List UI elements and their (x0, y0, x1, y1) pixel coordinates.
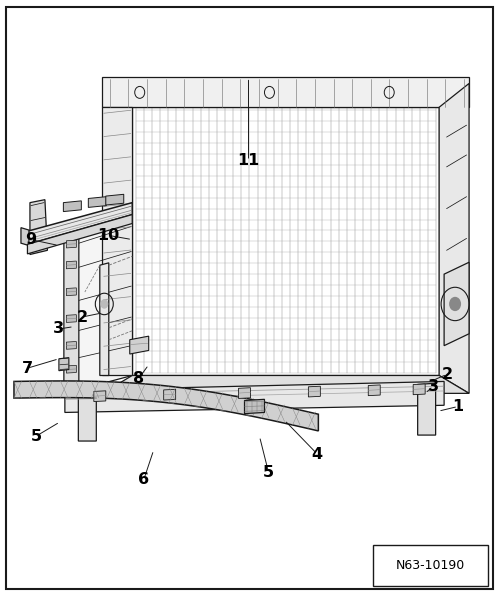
Polygon shape (78, 392, 96, 441)
Text: N63-10190: N63-10190 (396, 559, 465, 572)
Polygon shape (27, 215, 132, 254)
Polygon shape (102, 107, 132, 375)
Polygon shape (66, 315, 76, 322)
Text: 6: 6 (138, 472, 149, 488)
Polygon shape (65, 206, 132, 393)
Polygon shape (66, 240, 76, 248)
Polygon shape (100, 263, 109, 375)
Text: 5: 5 (263, 464, 274, 480)
Polygon shape (239, 388, 250, 399)
Polygon shape (164, 389, 176, 400)
Text: 3: 3 (428, 378, 439, 394)
FancyBboxPatch shape (373, 545, 488, 586)
Polygon shape (66, 342, 76, 349)
Text: 11: 11 (238, 153, 259, 169)
Polygon shape (27, 203, 132, 244)
Text: 7: 7 (21, 361, 32, 376)
Circle shape (449, 297, 461, 311)
Polygon shape (14, 381, 318, 431)
Polygon shape (59, 358, 69, 371)
Polygon shape (66, 288, 76, 296)
Text: 10: 10 (98, 228, 120, 243)
Polygon shape (444, 262, 469, 346)
Polygon shape (94, 391, 106, 402)
Polygon shape (65, 381, 444, 412)
Polygon shape (130, 336, 149, 354)
Text: 2: 2 (442, 367, 453, 382)
Circle shape (100, 299, 108, 309)
Text: 8: 8 (133, 371, 144, 386)
Polygon shape (439, 83, 469, 393)
Polygon shape (66, 261, 76, 269)
Polygon shape (413, 384, 425, 395)
Polygon shape (88, 197, 106, 207)
Text: 3: 3 (53, 321, 64, 337)
Polygon shape (63, 201, 81, 212)
Polygon shape (102, 375, 469, 393)
Polygon shape (30, 200, 47, 254)
Text: 4: 4 (312, 446, 323, 462)
Polygon shape (418, 383, 436, 435)
Text: 5: 5 (30, 429, 41, 444)
Polygon shape (245, 399, 264, 414)
Text: 2: 2 (76, 309, 87, 325)
Polygon shape (132, 107, 439, 375)
Polygon shape (66, 365, 76, 373)
Text: 1: 1 (453, 399, 464, 414)
Polygon shape (308, 386, 320, 397)
Polygon shape (102, 77, 469, 107)
Polygon shape (21, 228, 29, 246)
Text: 9: 9 (25, 232, 36, 247)
Polygon shape (368, 385, 380, 396)
Polygon shape (64, 224, 79, 393)
Polygon shape (106, 194, 124, 205)
